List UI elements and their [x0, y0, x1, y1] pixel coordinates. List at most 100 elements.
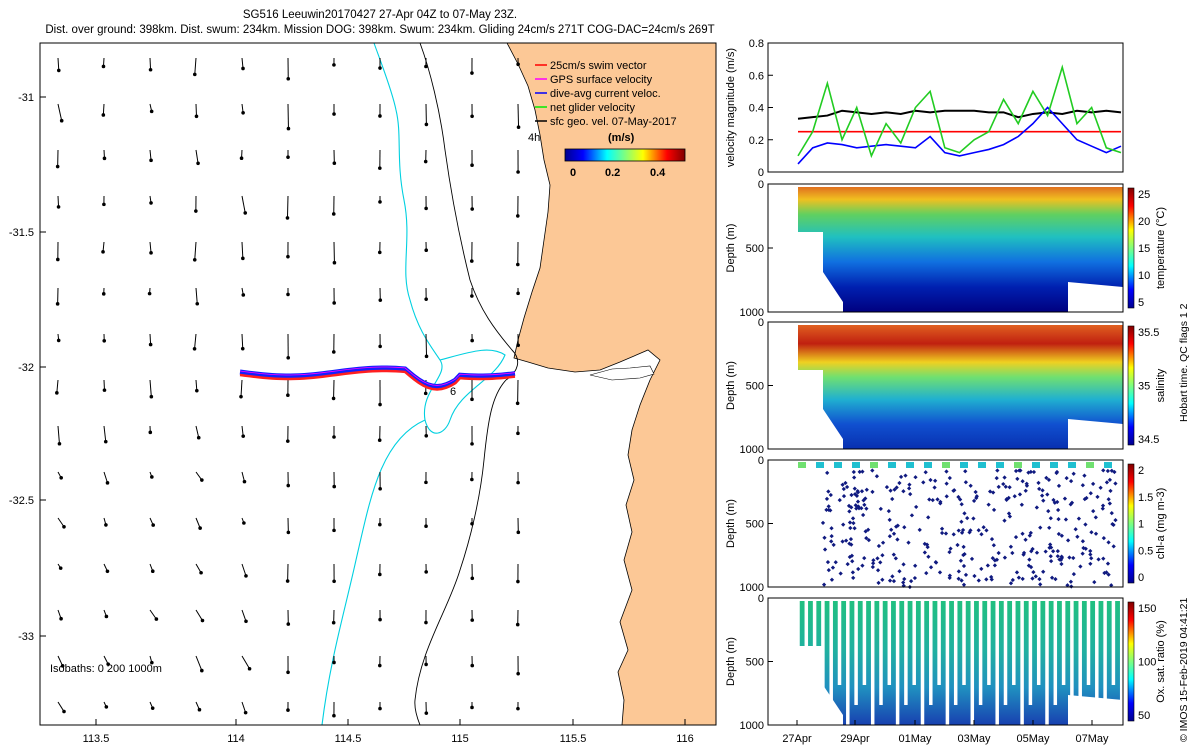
chl-sample — [1105, 468, 1110, 474]
chl-sample — [1062, 496, 1068, 501]
chl-sample — [898, 474, 904, 480]
velocity-arrow — [57, 103, 63, 121]
y-tick-label: 0 — [758, 167, 764, 179]
chl-sample — [843, 480, 848, 486]
chl-sample — [959, 502, 964, 507]
velocity-arrow — [195, 149, 199, 164]
velocity-arrow-head — [470, 477, 474, 482]
chl-sample — [985, 563, 990, 568]
velocity-arrow-head — [378, 298, 383, 302]
x-tick-label: 29Apr — [840, 733, 870, 745]
chl-sample — [887, 578, 893, 583]
chl-sample — [901, 580, 906, 585]
chl-sample — [959, 578, 964, 583]
chl-sample — [889, 527, 894, 532]
chl-sample — [939, 530, 945, 536]
velocity-arrow-head — [470, 663, 475, 668]
velocity-arrow — [194, 333, 197, 349]
velocity-arrow-head — [104, 705, 109, 709]
chl-sample — [1080, 551, 1085, 556]
chl-sample — [859, 489, 865, 494]
colorbar-tick-label: 1 — [1138, 519, 1144, 531]
velocity-arrow-head — [194, 209, 198, 213]
chl-sample — [956, 528, 961, 533]
velocity-arrow-head — [149, 158, 153, 163]
x-tick-label: 27Apr — [782, 733, 812, 745]
chl-sample — [894, 524, 899, 529]
chl-sample — [1013, 468, 1019, 474]
chl-sample — [1026, 563, 1031, 568]
velocity-arrow-head — [424, 248, 429, 253]
chl-sample — [1002, 555, 1008, 560]
velocity-arrow — [241, 701, 247, 713]
velocity-arrow-head — [101, 64, 106, 69]
legend-item: net glider velocity — [550, 102, 635, 114]
velocity-arrow-head — [286, 393, 290, 398]
velocity-arrow-head — [470, 114, 474, 119]
velocity-arrow-head — [239, 156, 244, 160]
chl-sample — [866, 537, 871, 543]
y-axis-label: Depth (m) — [725, 637, 737, 686]
velocity-arrow-head — [423, 391, 428, 396]
chl-sample — [862, 555, 867, 561]
chl-sample — [829, 526, 834, 531]
track-marker: 6 — [450, 386, 456, 398]
velocity-arrow-head — [378, 617, 382, 622]
chl-sample — [1012, 494, 1017, 499]
chl-sample — [1071, 572, 1076, 577]
chl-sample — [878, 506, 883, 512]
chl-sample — [935, 497, 940, 502]
velocity-arrow-head — [331, 396, 336, 401]
chl-sample — [1089, 530, 1094, 535]
velocity-arrow-head — [516, 170, 520, 174]
chl-sample — [891, 552, 896, 557]
chl-sample — [1088, 552, 1093, 557]
y-tick-label: 500 — [746, 243, 764, 255]
velocity-arrow-head — [56, 338, 61, 343]
velocity-arrow-head — [59, 616, 63, 621]
velocity-arrow-head — [242, 479, 247, 484]
colorbar-tick-1: 0.2 — [605, 167, 620, 179]
legend-item: dive-avg current veloc. — [550, 88, 661, 100]
colorbar-tick-label: 15 — [1138, 243, 1150, 255]
glider-track: 6 — [239, 365, 516, 398]
x-tick-label: 03May — [957, 733, 991, 745]
velocity-arrow-head — [286, 530, 291, 535]
lat-tick-label: -32.5 — [9, 495, 34, 507]
velocity-arrow-head — [240, 346, 245, 351]
colorbar-tick-label: 0.5 — [1138, 545, 1153, 557]
velocity-arrow-head — [196, 435, 201, 440]
chl-surface-sample — [798, 462, 806, 468]
velocity-arrow-head — [196, 161, 200, 166]
chl-sample — [870, 468, 875, 473]
y-tick-label: 0 — [758, 593, 764, 605]
chl-sample — [880, 553, 885, 558]
colorbar-tick-2: 0.4 — [650, 167, 666, 179]
chl-sample — [841, 493, 847, 499]
chl-sample — [1064, 476, 1069, 481]
velocity-arrow-head — [516, 671, 520, 676]
chl-sample — [852, 526, 857, 531]
profile-field — [798, 187, 1123, 312]
chl-sample — [884, 485, 890, 490]
chl-sample — [1023, 488, 1028, 493]
chl-sample — [841, 522, 846, 527]
velocity-series-line — [797, 64, 1122, 159]
y-axis-label: Depth (m) — [725, 224, 737, 273]
chl-surface-sample — [1032, 462, 1040, 468]
chl-surface-sample — [852, 462, 860, 468]
chl-sample — [1107, 501, 1112, 506]
chl-sample — [995, 468, 1000, 473]
velocity-arrow-head — [104, 523, 108, 527]
chl-sample — [913, 475, 918, 480]
chl-sample — [864, 536, 869, 541]
velocity-arrow-head — [148, 342, 153, 347]
velocity-arrow-head — [148, 67, 153, 72]
velocity-arrow-head — [195, 388, 199, 393]
colorbar-tick-label: 10 — [1138, 270, 1150, 282]
chl-sample — [822, 535, 827, 540]
chl-sample — [1026, 470, 1031, 475]
chl-sample — [825, 559, 831, 565]
velocity-arrow-head — [516, 62, 520, 67]
chl-sample — [1049, 575, 1055, 580]
